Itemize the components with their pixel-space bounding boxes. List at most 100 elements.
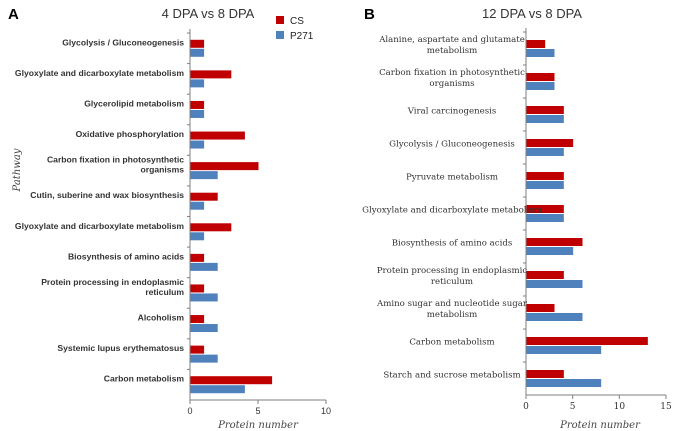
panel-a-bar-p271 (190, 324, 218, 333)
panel-a-bar-p271 (190, 109, 205, 118)
panel-b-category-label: Viral carcinogenesis (407, 107, 497, 117)
panel-a-bar-cs (190, 192, 218, 201)
panel-b-category-label: Amino sugar and nucleotide sugar metaboli… (376, 299, 528, 320)
panel-a-category-label-line: reticulum (145, 287, 184, 297)
panel-a-category-label-line: Glyoxylate and dicarboxylate metabolism (15, 68, 184, 78)
panel-a-category-label: Glyoxylate and dicarboxylate metabolism (15, 221, 184, 231)
legend-label-cs: CS (290, 16, 304, 27)
panel-a-category-label-line: Glyoxylate and dicarboxylate metabolism (15, 221, 184, 231)
panel-b-bar-cs (526, 271, 564, 279)
panel-b-category-label-line: Glycolysis / Gluconeogenesis (389, 140, 515, 150)
panel-b-category-label-line: Biosynthesis of amino acids (392, 239, 513, 249)
panel-b-bar-cs (526, 73, 555, 81)
panel-b-category-label: Biosynthesis of amino acids (392, 239, 513, 249)
panel-a-bar-cs (190, 284, 205, 293)
panel-a-bar-p271 (190, 48, 205, 57)
panel-b-category-label-line: Starch and sucrose metabolism (383, 371, 520, 381)
panel-a-bar-p271 (190, 232, 205, 241)
panel-b-category-label-line: Protein processing in endoplasmic (377, 266, 528, 276)
panel-a-label: A (8, 6, 19, 23)
panel-b-label: B (364, 6, 375, 23)
panel-a-category-label-line: Carbon metabolism (104, 374, 185, 384)
panel-a-category-label: Alcoholism (138, 313, 185, 323)
panel-a-bar-p271 (190, 171, 218, 180)
panel-a-bar-cs (190, 223, 232, 232)
panel-a-title: 4 DPA vs 8 DPA (162, 6, 255, 21)
panel-a-category-label-line: Systemic lupus erythematosus (57, 343, 184, 353)
panel-b-category-label-line: Carbon metabolism (409, 338, 494, 348)
panel-a-bar-cs (190, 131, 245, 140)
panel-b-category-label-line: Carbon fixation in photosynthetic (379, 68, 525, 78)
panel-b-bar-p271 (526, 82, 555, 90)
panel-b-category-label-line: Alanine, aspartate and glutamate (378, 35, 525, 45)
panel-a-category-label: Cutin, suberine and wax biosynthesis (30, 190, 184, 200)
panel-b-category-label-line: Amino sugar and nucleotide sugar (376, 299, 528, 309)
panel-b-bar-cs (526, 139, 574, 147)
panel-b-bar-p271 (526, 280, 583, 288)
panel-b-bar-p271 (526, 49, 555, 57)
panel-b-category-label-line: organisms (429, 79, 474, 89)
panel-b-category-label: Pyruvate metabolism (406, 173, 498, 183)
panel-b-x-axis-label: Protein number (559, 420, 641, 431)
panel-a-category-label-line: organisms (141, 165, 185, 175)
panel-b-category-label: Carbon fixation in photosynthetic organis… (379, 68, 525, 89)
panel-a-category-label: Carbon metabolism (104, 374, 185, 384)
panel-a-category-label-line: Carbon fixation in photosynthetic (47, 155, 184, 165)
panel-a: A 4 DPA vs 8 DPA Pathway Protein number … (8, 6, 331, 431)
panel-b-bar-p271 (526, 181, 564, 189)
panel-a-bar-p271 (190, 79, 205, 88)
panel-a-bar-p271 (190, 262, 218, 271)
panel-b-bar-cs (526, 337, 648, 345)
panel-a-category-label: Glyoxylate and dicarboxylate metabolism (15, 68, 184, 78)
panel-b-category-label: Protein processing in endoplasmic reticul… (377, 266, 528, 287)
panel-a-plot: 0 5 10 Glycolysis / Gluconeogenesis Glyoxyla… (15, 29, 331, 416)
panel-b-bar-p271 (526, 214, 564, 222)
panel-a-bar-cs (190, 162, 259, 171)
panel-a-x-tick-label: 5 (255, 406, 260, 416)
panel-a-category-label-line: Oxidative phosphorylation (76, 129, 184, 139)
panel-a-bar-cs (190, 100, 205, 109)
panel-b-bar-p271 (526, 346, 602, 354)
panel-b-x-tick-label: 10 (614, 402, 626, 412)
panel-b-category-label-line: reticulum (431, 277, 473, 287)
panel-a-category-label: Carbon fixation in photosynthetic organis… (47, 155, 184, 175)
panel-b-category-label: Glycolysis / Gluconeogenesis (389, 140, 515, 150)
panel-a-category-label: Glycerolipid metabolism (84, 98, 184, 108)
panel-b-category-label: Alanine, aspartate and glutamate metaboli… (378, 35, 525, 56)
panel-a-bar-cs (190, 70, 232, 79)
panel-b-bar-cs (526, 205, 564, 213)
panel-b-x-tick-label: 5 (570, 402, 576, 412)
panel-a-bar-cs (190, 345, 205, 354)
panel-a-bar-p271 (190, 293, 218, 302)
panel-b-bar-cs (526, 106, 564, 114)
panel-b-bar-cs (526, 304, 555, 312)
panel-b-category-label: Carbon metabolism (409, 338, 494, 348)
panel-b-bar-p271 (526, 115, 564, 123)
panel-a-bar-cs (190, 39, 205, 48)
panel-a-bar-p271 (190, 385, 245, 394)
panel-a-category-label-line: Protein processing in endoplasmic (41, 277, 184, 287)
panel-b-category-label-line: Glyoxylate and dicarboxylate metabolism (362, 206, 542, 216)
panel-a-category-label-line: Alcoholism (138, 313, 185, 323)
panel-a-x-tick-label: 0 (187, 406, 192, 416)
panel-b-bar-cs (526, 370, 564, 378)
panel-b-bar-p271 (526, 379, 602, 387)
panel-b-category-label-line: metabolism (427, 46, 478, 56)
panel-b-bar-cs (526, 172, 564, 180)
panel-b-category-label: Starch and sucrose metabolism (383, 371, 520, 381)
panel-b-x-tick-label: 15 (660, 402, 672, 412)
panel-b-category-label: Glyoxylate and dicarboxylate metabolism (362, 206, 542, 216)
panel-a-x-tick-label: 10 (321, 406, 331, 416)
panel-a-bar-cs (190, 253, 205, 262)
panel-a-y-axis-label: Pathway (12, 148, 23, 192)
panel-b-category-label-line: Viral carcinogenesis (407, 107, 497, 117)
panel-a-category-label: Oxidative phosphorylation (76, 129, 184, 139)
panel-b-title: 12 DPA vs 8 DPA (482, 6, 582, 21)
panel-a-bar-p271 (190, 201, 205, 210)
panel-a-category-label-line: Glycolysis / Gluconeogenesis (62, 37, 184, 47)
panel-a-bar-cs (190, 376, 273, 385)
panel-a-bar-p271 (190, 354, 218, 363)
panel-b-bar-p271 (526, 148, 564, 156)
panel-a-category-label: Biosynthesis of amino acids (68, 251, 184, 261)
